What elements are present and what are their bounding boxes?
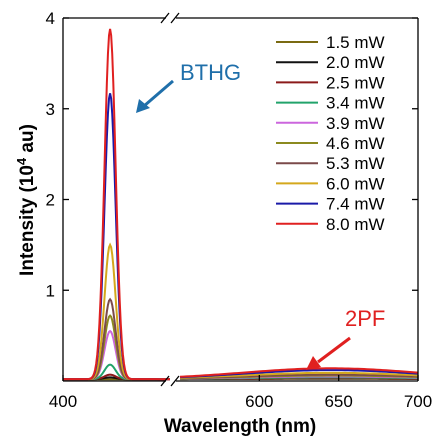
legend-label: 6.0 mW [326, 174, 385, 193]
annotation-2pf-arrowhead [306, 356, 321, 370]
legend-label: 3.9 mW [326, 114, 385, 133]
x-tick-label: 400 [49, 392, 77, 411]
annotation-2pf-arrow [317, 336, 351, 364]
y-axis-label-tail: au) [17, 124, 38, 158]
series-line-2pf [179, 367, 419, 378]
x-tick-label: 650 [324, 392, 352, 411]
legend-label: 8.0 mW [326, 215, 385, 234]
annotations: BTHG 2PF [136, 60, 385, 370]
axis-break-mark [160, 375, 170, 387]
y-tick-label: 1 [46, 281, 55, 300]
y-tick-label: 4 [46, 9, 55, 28]
y-axis-label: Intensity (104 au) [14, 124, 38, 276]
legend-label: 7.4 mW [326, 195, 385, 214]
series-line-peak [62, 314, 170, 381]
legend-label: 1.5 mW [326, 33, 385, 52]
axis-break-mark [170, 375, 180, 387]
axes-layer: 1 2 3 4 400 600 650 700 Wavelength (nm) Intensity… [14, 9, 432, 437]
y-tick-label: 3 [46, 100, 55, 119]
annotation-bthg-arrow [143, 79, 174, 108]
annotation-bthg: BTHG [180, 60, 241, 85]
legend-label: 5.3 mW [326, 154, 385, 173]
annotation-2pf: 2PF [345, 306, 385, 331]
legend-label: 2.5 mW [326, 73, 385, 92]
axis-break-mark [170, 12, 180, 24]
series-line-peak [63, 28, 170, 381]
legend-label: 4.6 mW [326, 134, 385, 153]
x-tick-label: 700 [404, 392, 432, 411]
x-axis-label: Wavelength (nm) [164, 416, 316, 437]
x-tick-label: 600 [245, 392, 273, 411]
y-axis-label-sup: 4 [14, 157, 29, 165]
legend-label: 3.4 mW [326, 94, 385, 113]
series-layer [62, 28, 419, 381]
series-line-2pf [179, 371, 419, 379]
y-axis-label-main: Intensity (10 [17, 165, 38, 276]
legend-label: 2.0 mW [326, 53, 385, 72]
legend: 1.5 mW2.0 mW2.5 mW 3.4 mW3.9 mW4.6 mW5.3 … [276, 33, 385, 234]
y-tick-label: 2 [46, 191, 55, 210]
axis-break-mark [160, 12, 170, 24]
annotation-bthg-arrowhead [136, 99, 150, 113]
